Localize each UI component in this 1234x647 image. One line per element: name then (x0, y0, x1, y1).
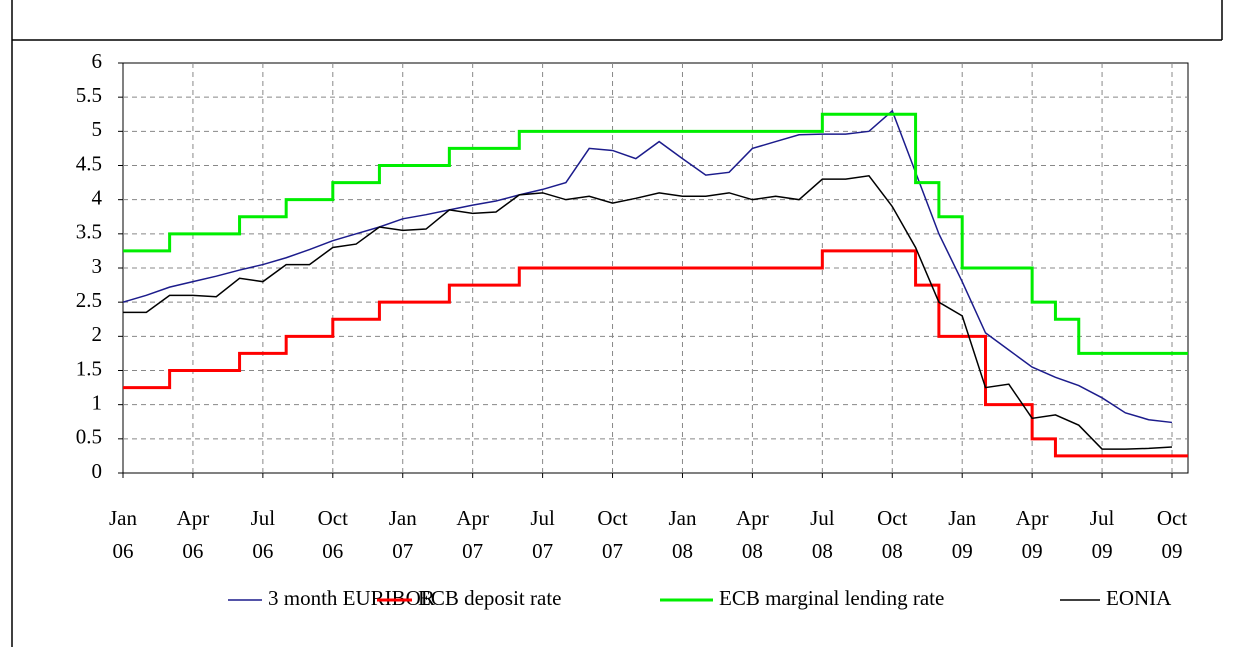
series-line (123, 174, 1173, 450)
series-line (123, 112, 1188, 355)
x-tick-label: Jan 09 (948, 506, 976, 563)
y-tick-label: 0 (92, 459, 103, 483)
y-tick-label: 1.5 (76, 356, 102, 380)
frame (11, 0, 1223, 647)
y-tick-label: 5 (92, 117, 103, 141)
x-tick-label: Jul 09 (1090, 506, 1115, 563)
y-tick-label: 6 (92, 49, 103, 73)
legend-label: ECB marginal lending rate (719, 586, 944, 610)
x-tick-label: Oct 06 (318, 506, 348, 563)
x-tick-label: Jan 08 (668, 506, 696, 563)
x-tick-label: Jan 07 (389, 506, 417, 563)
legend-label: EONIA (1106, 586, 1172, 610)
x-tick-label: Oct 08 (877, 506, 907, 563)
series-line (123, 249, 1188, 458)
x-tick-label: Apr 07 (456, 506, 489, 563)
y-tick-label: 0.5 (76, 425, 102, 449)
x-tick-label: Apr 06 (177, 506, 210, 563)
y-tick-label: 5.5 (76, 83, 102, 107)
series-line (122, 109, 1173, 424)
y-tick-label: 4.5 (76, 151, 102, 175)
y-tick-label: 2 (92, 322, 103, 346)
y-tick-label: 3.5 (76, 220, 102, 244)
legend-label: ECB deposit rate (418, 586, 561, 610)
y-tick-label: 1 (92, 390, 103, 414)
y-tick-label: 3 (92, 254, 103, 278)
x-tick-label: Jul 08 (810, 506, 835, 563)
x-tick-label: Jul 06 (251, 506, 276, 563)
legend-label: 3 month EURIBOR (268, 586, 435, 610)
x-tick-label: Oct 07 (597, 506, 627, 563)
x-tick-label: Jan 06 (109, 506, 137, 563)
y-tick-label: 4 (92, 185, 103, 209)
x-tick-label: Apr 08 (736, 506, 769, 563)
x-tick-label: Jul 07 (530, 506, 555, 563)
x-tick-label: Apr 09 (1016, 506, 1049, 563)
y-tick-label: 2.5 (76, 288, 102, 312)
x-tick-label: Oct 09 (1157, 506, 1187, 563)
